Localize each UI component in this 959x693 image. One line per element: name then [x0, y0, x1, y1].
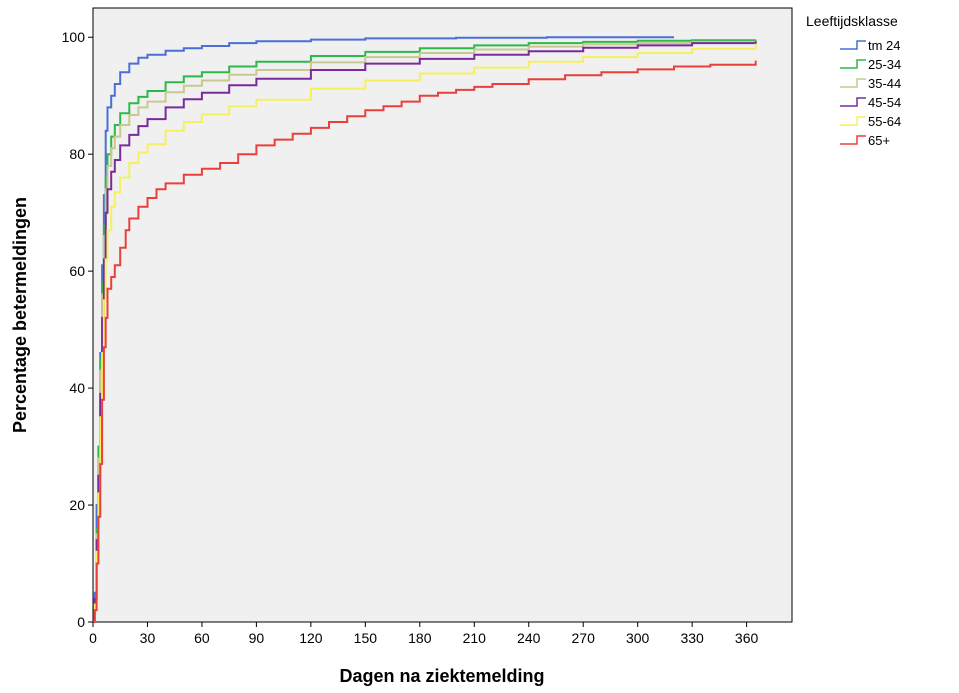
legend-title: Leeftijdsklasse: [806, 13, 898, 29]
legend-swatch: [840, 116, 866, 126]
y-tick-label: 80: [69, 146, 85, 162]
x-tick-label: 60: [194, 630, 210, 646]
legend-swatch: [840, 59, 866, 69]
plot-area: [92, 7, 793, 623]
legend-item-label: 45-54: [868, 95, 901, 110]
legend-swatch: [840, 135, 866, 145]
x-tick-label: 330: [680, 630, 704, 646]
x-tick-label: 300: [626, 630, 650, 646]
legend-items: tm 24 25-34 35-44 45-54 55-64 65+: [840, 38, 901, 148]
y-axis-title: Percentage betermeldingen: [10, 197, 30, 433]
y-tick-label: 20: [69, 497, 85, 513]
x-tick-label: 270: [572, 630, 596, 646]
y-tick-label: 40: [69, 380, 85, 396]
series-line-65-: [93, 60, 757, 623]
legend-item-label: 35-44: [868, 76, 901, 91]
legend-item-label: tm 24: [868, 38, 901, 53]
x-tick-label: 180: [408, 630, 432, 646]
y-tick-label: 60: [69, 263, 85, 279]
legend: Leeftijdsklasse tm 24 25-34 35-44 45-54 55-6…: [806, 13, 901, 148]
x-tick-label: 30: [140, 630, 156, 646]
legend-item-label: 25-34: [868, 57, 901, 72]
y-tick-label: 0: [77, 614, 85, 630]
legend-item-label: 65+: [868, 133, 890, 148]
x-tick-label: 240: [517, 630, 541, 646]
series-layer: [93, 36, 757, 623]
y-tick-label: 100: [62, 29, 86, 45]
series-line-55-64: [93, 43, 757, 623]
x-tick-label: 210: [463, 630, 487, 646]
x-axis-title: Dagen na ziektemelding: [339, 666, 544, 686]
legend-swatch: [840, 97, 866, 107]
legend-swatch: [840, 78, 866, 88]
x-tick-label: 90: [249, 630, 265, 646]
x-tick-label: 120: [299, 630, 323, 646]
x-tick-label: 150: [354, 630, 378, 646]
legend-swatch: [840, 40, 866, 50]
axis-layer: 0 20 40 60 80 100 0 30 60 90 120 150 180 210 240 270 300…: [62, 29, 759, 646]
legend-item-label: 55-64: [868, 114, 901, 129]
x-tick-label: 0: [89, 630, 97, 646]
x-tick-label: 360: [735, 630, 759, 646]
